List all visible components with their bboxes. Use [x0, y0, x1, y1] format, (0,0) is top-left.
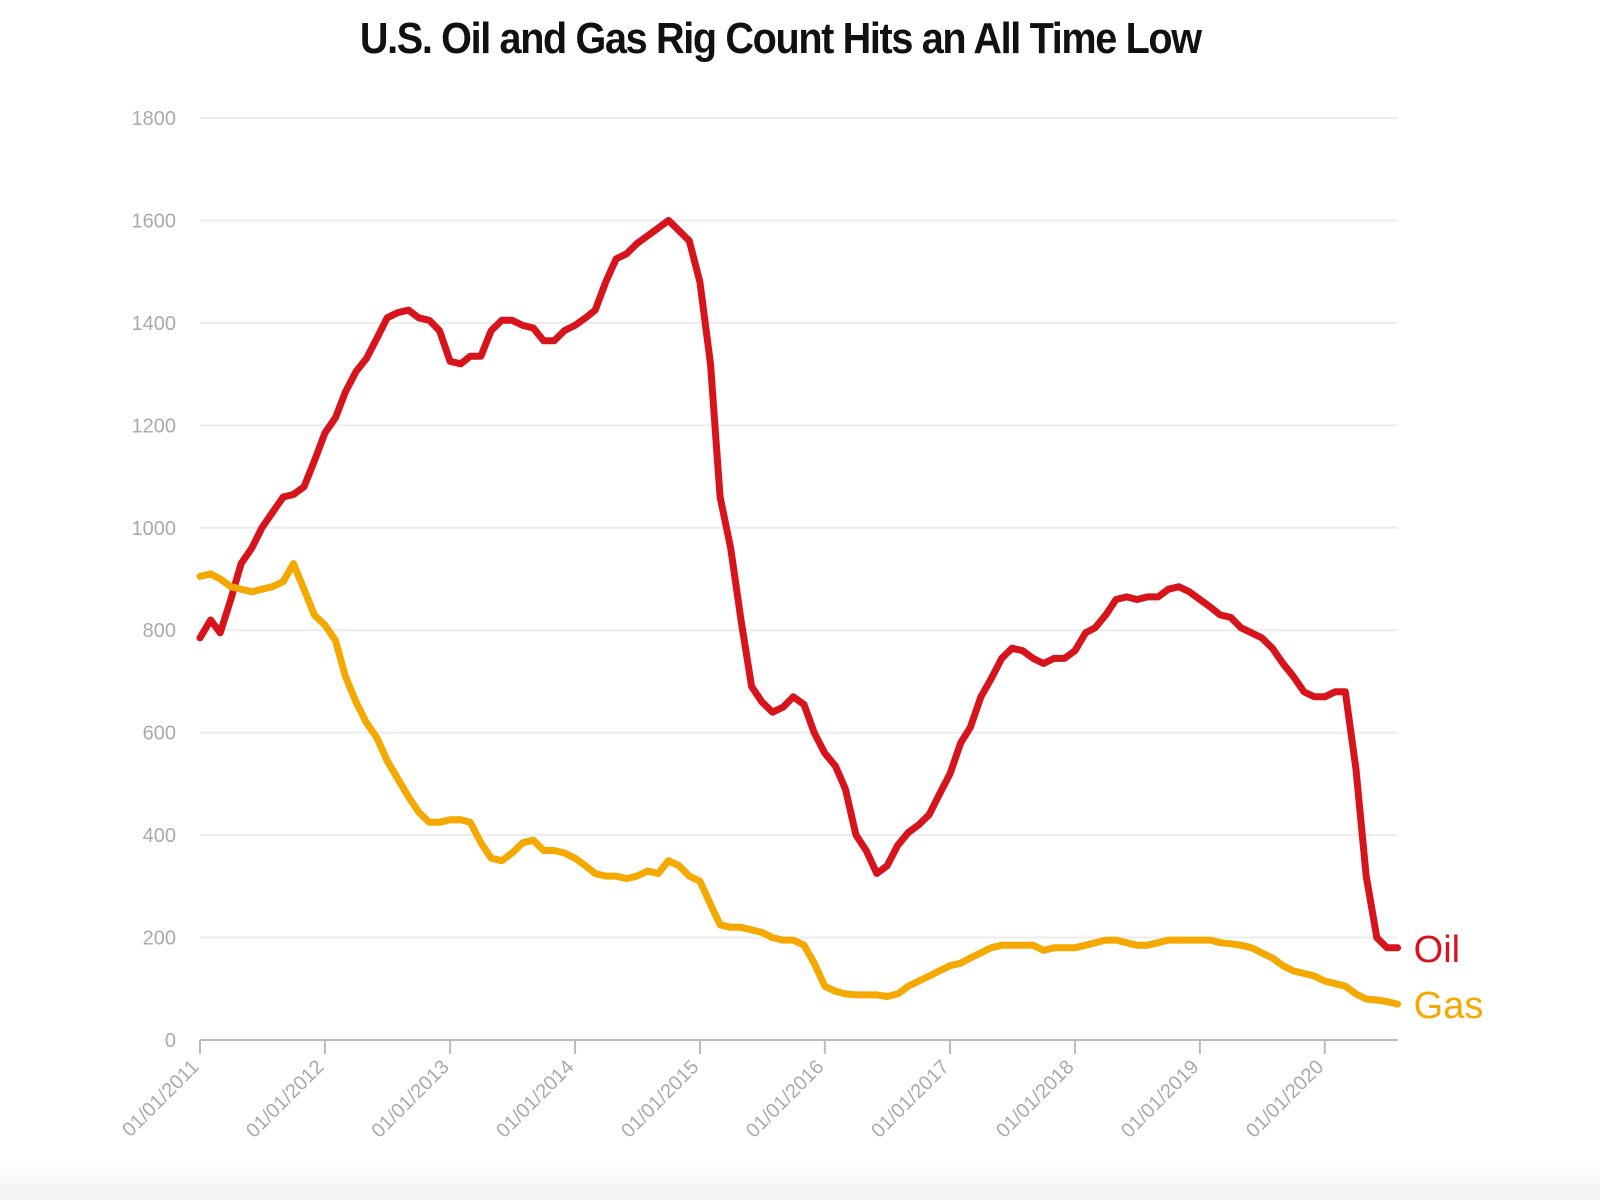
y-tick-label: 800	[143, 620, 176, 642]
chart: U.S. Oil and Gas Rig Count Hits an All T…	[0, 0, 1600, 1200]
gridlines	[200, 118, 1398, 1040]
y-tick-label: 1400	[132, 313, 177, 335]
y-tick-label: 600	[143, 723, 176, 745]
x-axis-labels: 01/01/2011 01/01/2012 01/01/2013 01/01/2014…	[118, 1056, 1328, 1142]
y-tick-label: 1200	[132, 415, 177, 437]
y-axis: 0 200 400 600 800 1000 1200 1400 1600 1800	[132, 108, 177, 1052]
x-tick-label: 01/01/2019	[1117, 1056, 1203, 1142]
y-tick-label: 1000	[132, 518, 177, 540]
y-tick-label: 1600	[132, 210, 177, 232]
x-tick-label: 01/01/2018	[992, 1056, 1078, 1142]
x-axis	[200, 1040, 1325, 1054]
x-tick-label: 01/01/2013	[367, 1056, 453, 1142]
y-tick-label: 0	[165, 1030, 176, 1052]
y-tick-label: 200	[143, 928, 176, 950]
x-tick-label: 01/01/2020	[1242, 1056, 1328, 1142]
x-tick-label: 01/01/2017	[867, 1056, 953, 1142]
x-tick-label: 01/01/2012	[242, 1056, 328, 1142]
x-tick-label: 01/01/2011	[118, 1056, 203, 1141]
x-tick-label: 01/01/2016	[742, 1056, 828, 1142]
series-label-gas: Gas	[1414, 985, 1484, 1027]
series-lines	[200, 220, 1398, 1004]
line-chart: 0 200 400 600 800 1000 1200 1400 1600 1800 01/01/…	[0, 0, 1600, 1200]
x-tick-label: 01/01/2015	[617, 1056, 703, 1142]
y-tick-label: 400	[143, 825, 176, 847]
bottom-fade	[0, 1160, 1600, 1200]
y-tick-label: 1800	[132, 108, 177, 130]
series-labels: Oil Gas	[1414, 929, 1484, 1027]
x-tick-label: 01/01/2014	[492, 1056, 578, 1142]
series-line-oil	[200, 220, 1398, 947]
series-label-oil: Oil	[1414, 929, 1460, 971]
